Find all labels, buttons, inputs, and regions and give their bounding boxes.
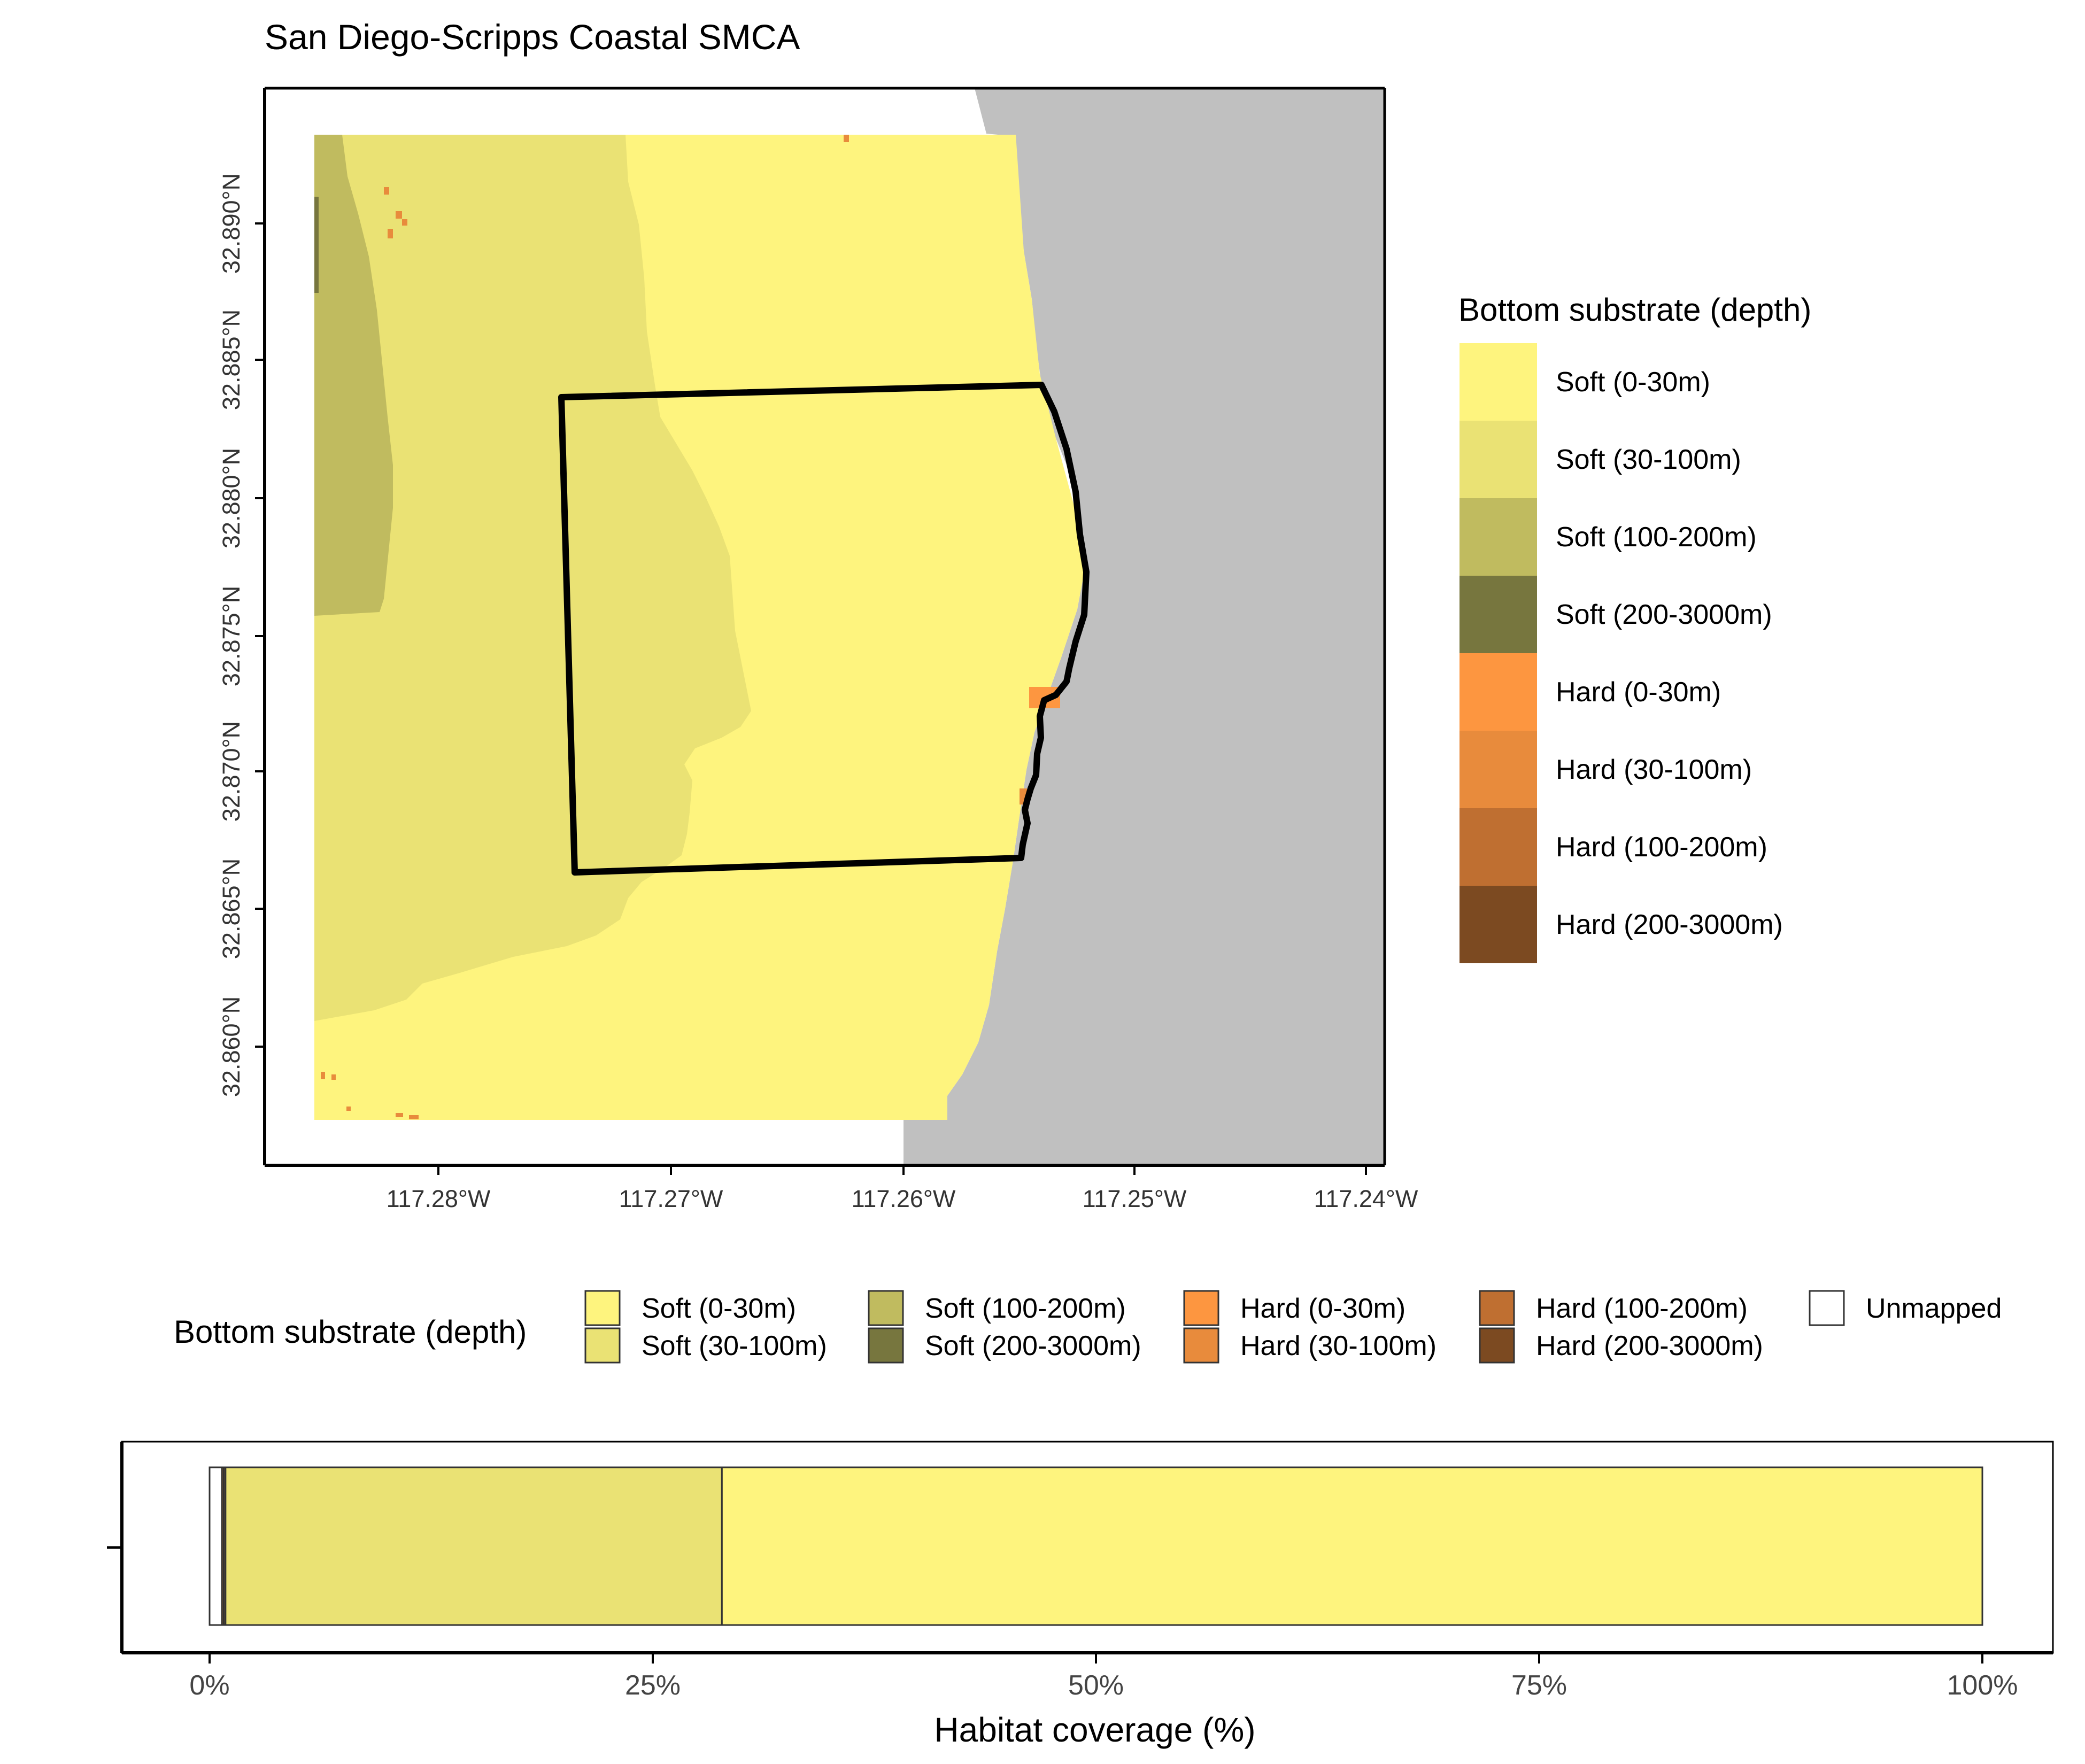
legend-right-label: Hard (0-30m) [1556, 677, 1721, 708]
map-x-tick-label: 117.26°W [852, 1185, 956, 1212]
legend-right-title: Bottom substrate (depth) [1458, 292, 1811, 328]
legend-right-items: Soft (0-30m) Soft (30-100m) Soft (100-200m… [1460, 343, 1783, 963]
habitat-soft-100-200 [314, 135, 393, 616]
map-title: San Diego-Scripps Coastal SMCA [265, 17, 800, 57]
map-y-tick-label: 32.890°N [218, 173, 245, 274]
legend-bottom-label: Soft (200-3000m) [925, 1330, 1141, 1361]
map-y-tick-label: 32.860°N [218, 996, 245, 1097]
legend-right-label: Soft (200-3000m) [1556, 599, 1772, 630]
legend-bottom-label: Soft (30-100m) [642, 1330, 827, 1361]
habitat-hard-30-100-patch [402, 219, 407, 226]
land-area [904, 88, 1385, 1165]
legend-right-label: Soft (100-200m) [1556, 522, 1757, 553]
legend-right-label: Hard (100-200m) [1556, 832, 1767, 863]
habitat-soft-30-100 [314, 135, 751, 1021]
map-y-tick-label: 32.865°N [218, 858, 245, 959]
map-y-tick-label: 32.885°N [218, 310, 245, 410]
coverage-x-tick-label: 100% [1947, 1670, 2018, 1701]
habitat-hard-30-100-patch [388, 229, 393, 238]
legend-bottom-swatch [1479, 1327, 1515, 1364]
coverage-segments [208, 1466, 1983, 1626]
coverage-x-tick-label: 50% [1068, 1670, 1124, 1701]
habitat-hard-30-100-patch [844, 135, 849, 142]
habitat-hard-30-100-patch [396, 211, 402, 219]
legend-bottom-swatch [584, 1290, 621, 1326]
coverage-segment [721, 1466, 1983, 1626]
legend-right-swatch [1460, 653, 1537, 731]
habitat-hard-30-100-patch [331, 1074, 336, 1080]
legend-right-label: Soft (30-100m) [1556, 444, 1741, 475]
map-y-tick-label: 32.875°N [218, 586, 245, 686]
habitat-soft-200-3000 [314, 197, 319, 293]
coverage-x-tick-label: 75% [1511, 1670, 1567, 1701]
legend-bottom-swatch [1479, 1290, 1515, 1326]
coverage-chart: 0% 25% 50% 75% 100% Habitat coverage (%) [107, 1441, 2054, 1749]
map-y-tick-label: 32.870°N [218, 721, 245, 822]
legend-bottom-label: Soft (0-30m) [642, 1293, 796, 1324]
legend-bottom-label: Hard (30-100m) [1240, 1330, 1437, 1361]
legend-right-swatch [1460, 343, 1537, 421]
coverage-x-tick-label: 25% [625, 1670, 681, 1701]
coverage-x-ticks: 0% 25% 50% 75% 100% [189, 1653, 2018, 1701]
habitat-hard-30-100-patch [409, 1115, 419, 1119]
legend-bottom-label: Hard (0-30m) [1240, 1293, 1406, 1324]
legend-right-label: Hard (200-3000m) [1556, 909, 1783, 940]
legend-bottom-swatch [584, 1327, 621, 1364]
legend-bottom-label: Soft (100-200m) [925, 1293, 1126, 1324]
coverage-x-axis-label: Habitat coverage (%) [934, 1711, 1255, 1749]
habitat-hard-30-100-patch [396, 1113, 403, 1117]
map-y-tick-label: 32.880°N [218, 448, 245, 548]
habitat-hard-30-100-patch [321, 1072, 325, 1079]
coverage-segment [208, 1466, 223, 1626]
map-x-tick-label: 117.27°W [619, 1185, 723, 1212]
legend-bottom-items: Soft (0-30m) Soft (30-100m) Soft (100-200m… [584, 1290, 2002, 1364]
legend-bottom-label: Hard (200-3000m) [1536, 1330, 1763, 1361]
legend-bottom-label: Hard (100-200m) [1536, 1293, 1748, 1324]
legend-right: Bottom substrate (depth) Soft (0-30m)Sof… [1458, 292, 1811, 963]
legend-bottom-swatch [1809, 1290, 1845, 1326]
map-y-ticks: 32.890°N 32.885°N 32.880°N 32.875°N 32.870°N… [218, 173, 265, 1097]
legend-right-swatch [1460, 808, 1537, 886]
legend-bottom-swatch [1183, 1327, 1219, 1364]
mpa-boundary [558, 382, 1090, 876]
habitat-hard-30-100-patch [384, 187, 389, 195]
legend-right-swatch [1460, 886, 1537, 963]
map-x-tick-label: 117.28°W [387, 1185, 491, 1212]
legend-right-swatch [1460, 498, 1537, 576]
legend-right-label: Hard (30-100m) [1556, 754, 1752, 785]
legend-bottom-swatch [1183, 1290, 1219, 1326]
map-panel: 117.28°W 117.27°W 117.26°W 117.25°W 117.24°W… [218, 87, 1418, 1212]
legend-right-label: Soft (0-30m) [1556, 367, 1710, 398]
legend-bottom-swatch [868, 1327, 904, 1364]
coverage-x-tick-label: 0% [189, 1670, 229, 1701]
legend-right-swatch [1460, 576, 1537, 653]
legend-bottom-title: Bottom substrate (depth) [174, 1314, 527, 1350]
map-x-ticks: 117.28°W 117.27°W 117.26°W 117.25°W 117.24°W [387, 1165, 1418, 1212]
map-x-tick-label: 117.25°W [1083, 1185, 1187, 1212]
coverage-segment [225, 1466, 723, 1626]
legend-bottom: Bottom substrate (depth) Soft (0-30m)Sof… [174, 1290, 2002, 1364]
map-x-tick-label: 117.24°W [1314, 1185, 1418, 1212]
habitat-hard-30-100-patch [346, 1107, 351, 1111]
legend-right-swatch [1460, 421, 1537, 498]
legend-right-swatch [1460, 731, 1537, 808]
legend-bottom-label: Unmapped [1866, 1293, 2002, 1324]
legend-bottom-swatch [868, 1290, 904, 1326]
